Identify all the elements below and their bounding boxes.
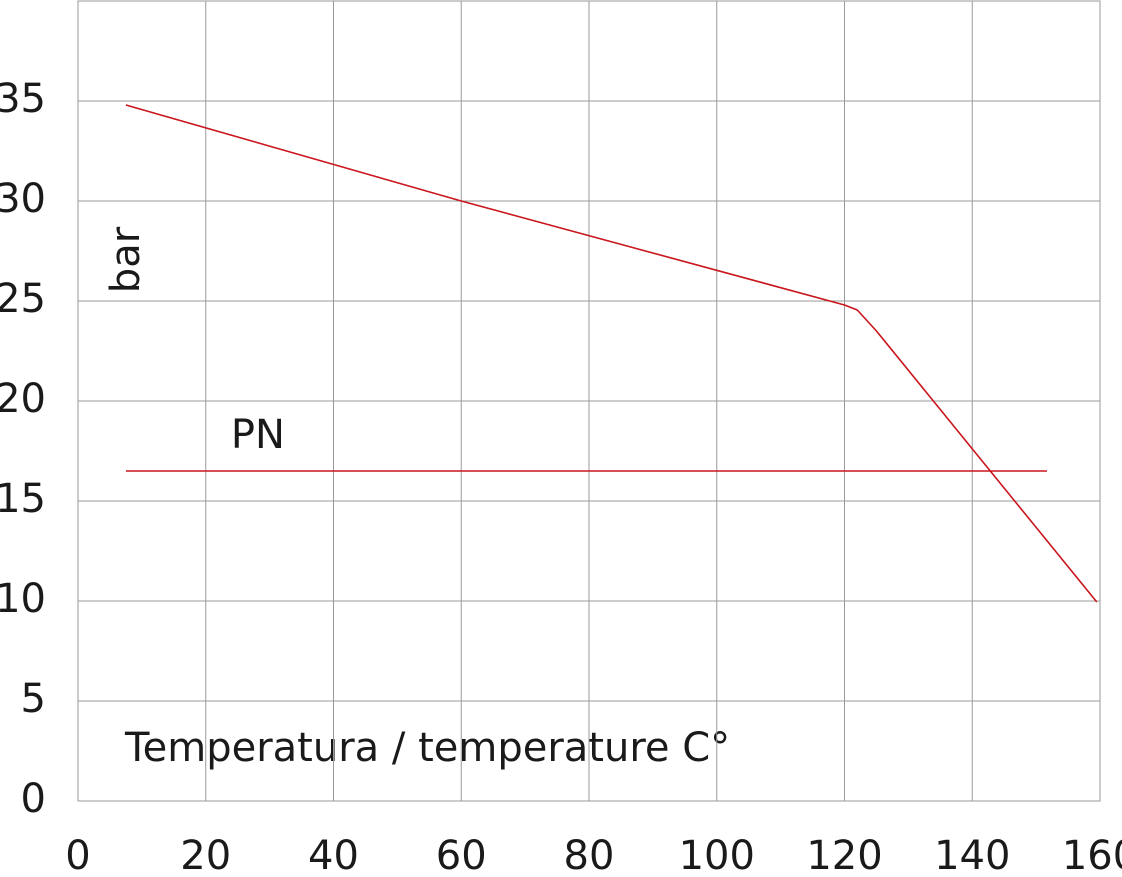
x-tick-label: 40 xyxy=(308,833,359,877)
y-tick-label: 15 xyxy=(0,476,46,522)
x-tick-label: 80 xyxy=(564,833,615,877)
y-tick-label: 10 xyxy=(0,576,46,622)
x-tick-label: 160 xyxy=(1062,833,1122,877)
y-tick-label: 30 xyxy=(0,176,46,222)
line-label: PN xyxy=(231,412,285,458)
x-tick-label: 0 xyxy=(65,833,90,877)
x-tick-label: 140 xyxy=(934,833,1010,877)
y-tick-label: 35 xyxy=(0,76,46,122)
data-line xyxy=(125,104,1098,603)
y-tick-label: 25 xyxy=(0,276,46,322)
x-tick-label: 60 xyxy=(436,833,487,877)
y-tick-label: 5 xyxy=(21,676,46,722)
x-tick-label: 120 xyxy=(806,833,882,877)
x-axis-label: Temperatura / temperature C° xyxy=(124,725,730,771)
x-tick-label: 100 xyxy=(679,833,755,877)
y-tick-label: 0 xyxy=(21,776,46,822)
y-tick-label: 20 xyxy=(0,376,46,422)
x-tick-label: 20 xyxy=(180,833,231,877)
y-axis-label: bar xyxy=(103,226,149,293)
